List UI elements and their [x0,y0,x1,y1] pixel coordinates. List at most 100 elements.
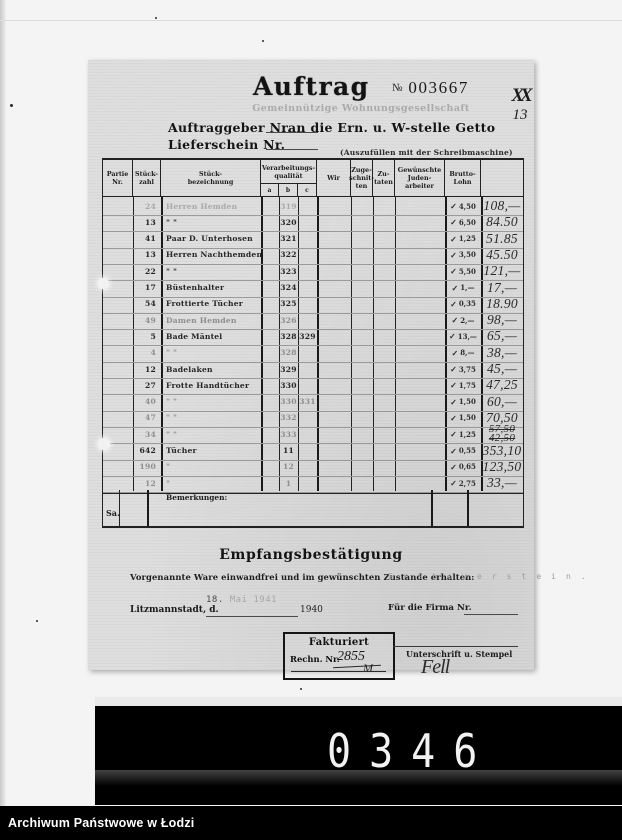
archive-caption-text: Archiwum Państwowe w Łodzi [8,816,195,830]
cell-wir [317,311,351,329]
cell-judenarbeiter [395,213,445,231]
table-row[interactable]: 17 Büstenhalter 324 ✓ 1,— 17,— [103,279,523,298]
col-header-wir: Wir [317,160,351,196]
cell-zutaten [373,262,395,280]
cell-quality-c [298,213,317,231]
year-preprinted: 1940 [300,605,323,615]
table-row[interactable]: 54 Frottierte Tücher 325 ✓ 0,35 18.90 [103,295,523,314]
cell-wir [317,344,351,362]
cell-quality-a [261,197,279,215]
cell-judenarbeiter [395,327,445,345]
cell-zutaten [373,442,395,460]
cell-quality-b: 1 [285,478,292,488]
cell-stueckzahl: 49 [145,315,156,325]
cell-quality-b: 330 [280,397,297,407]
table-row[interactable]: 12 Badelaken 329 ✓ 3,75 45,— [103,360,523,379]
cell-partie [103,311,133,329]
table-row[interactable]: 642 Tücher 11 ✓ 0,55 353,10 [103,442,523,461]
table-row[interactable]: 12 " 1 ✓ 2,75 33,— [103,474,523,494]
cell-bruttolohn: 123,50 [482,458,522,474]
cell-judenarbeiter [395,393,445,411]
cell-quality-c [298,279,317,297]
cell-quality-b: 320 [280,217,297,227]
cell-quality-c [298,442,317,460]
cell-judenarbeiter [395,246,445,264]
cell-stueckzahl: 22 [145,266,156,276]
table-row[interactable]: 24 Herren Hemden 319 ✓ 4,50 108,— [103,197,523,216]
order-document: Auftrag № 003667 Gemeinnützige Wohnungsg… [88,60,586,680]
table-row[interactable]: 13 Herren Nachthemden 322 ✓ 3,50 45.50 [103,246,523,265]
cell-bruttolohn: 353,10 [482,442,522,458]
cell-wir [317,425,351,443]
an-die-label: an die Ern. u. W-stelle Getto [288,120,496,135]
order-number-prefix: № [392,82,403,94]
cell-judenarbeiter [395,262,445,280]
place-label: Litzmannstadt, d. [130,605,219,615]
cell-quality-c [298,197,317,215]
table-row[interactable]: 49 Damen Hemden 326 ✓ 2,— 98,— [103,311,523,331]
margin-mark: XX [511,85,532,106]
cell-quality-b: 328 [280,331,297,341]
stamp-bottom-rule [291,671,386,672]
col-header-qualitaet: Verarbeitungs-qualität [261,160,317,184]
cell-bruttolohn: 57,50 42,50 [488,425,516,444]
cell-quality-b: 326 [280,315,297,325]
table-row[interactable]: 41 Paar D. Unterhosen 321 ✓ 1,25 51.85 [103,230,523,249]
margin-annotation: XX 13 [500,86,540,123]
lieferschein-label: Lieferschein Nr. [168,137,286,152]
cell-bezeichnung: Frottierte Tücher [166,299,244,309]
recipient-name: G r a b o w e r s t e i n . [388,572,589,581]
cell-bezeichnung: Tücher [166,446,197,455]
cell-wir [317,279,351,297]
table-row[interactable]: 27 Frotte Handtücher 330 ✓ 1,75 47,25 [103,376,523,396]
typewriter-note: (Auszufüllen mit der Schreibmaschine) [340,148,513,157]
table-row[interactable]: 5 Bade Mäntel 328 329 ✓ 13,— 65,— [103,327,523,347]
cell-bezeichnung: " " [166,397,178,407]
table-row[interactable]: 4 " " 328 ✓ 8,— 38,— [103,344,523,363]
table-row[interactable]: 13 " " 320 ✓ 6,50 84.50 [103,213,523,233]
cell-wir [317,442,351,460]
cell-quality-c [298,246,317,264]
cell-stueckzahl: 47 [145,413,156,423]
table-row[interactable]: 22 " " 323 ✓ 5,50 121,— [103,262,523,282]
cell-quality-b: 322 [280,250,297,260]
cell-bezeichnung: " " [166,217,178,227]
cell-partie [103,213,133,231]
cell-quality-b: 321 [280,234,297,244]
cell-bezeichnung: Frotte Handtücher [166,380,250,390]
cell-stueckzahl: 40 [145,397,156,407]
cell-zutaten [373,311,395,329]
col-header-zutaten: Zu-taten [373,160,395,196]
cell-partie [103,230,133,248]
table-body: 24 Herren Hemden 319 ✓ 4,50 108,— 13 " " 320 ✓ 6,5… [103,197,523,494]
company-subtitle: Gemeinnützige Wohnungsgesellschaft [252,103,470,114]
cell-zugeschnitten [351,425,373,443]
cell-rate: ✓ 0,35 [450,298,476,309]
cell-quality-a [261,213,279,231]
cell-bezeichnung: Paar D. Unterhosen [166,234,253,244]
table-row[interactable]: 190 " 12 ✓ 0,65 123,50 [103,458,523,477]
cell-quality-c: 331 [299,397,316,407]
cell-zugeschnitten [351,360,373,378]
table-row[interactable]: 47 " " 332 ✓ 1,50 70,50 [103,409,523,428]
cell-quality-a [261,360,279,378]
cell-quality-b: 332 [280,413,297,423]
summary-row: Sa. Bemerkungen: [102,490,524,528]
cell-rate: ✓ 0,65 [450,461,476,472]
table-row[interactable]: 40 " " 330 331 ✓ 1,50 60,— [103,393,523,412]
cell-stueckzahl: 4 [150,348,156,358]
cell-zutaten [373,246,395,264]
film-blemish-upper [98,278,109,289]
table-row[interactable]: 34 " " 333 ✓ 1,25 57,50 42,50 [103,425,523,445]
cell-rate: ✓ 1,25 [450,233,476,244]
cell-quality-a [261,458,279,476]
cell-quality-a [261,295,279,313]
cell-bruttolohn: 84.50 [486,214,518,230]
cell-partie [103,246,133,264]
date-fill-rule [206,616,298,617]
firma-fill-rule [464,614,518,615]
col-header-brutto-amount [481,160,523,196]
cell-stueckzahl: 27 [145,380,156,390]
cell-stueckzahl: 13 [145,217,156,227]
cell-bruttolohn: 17,— [486,279,518,295]
